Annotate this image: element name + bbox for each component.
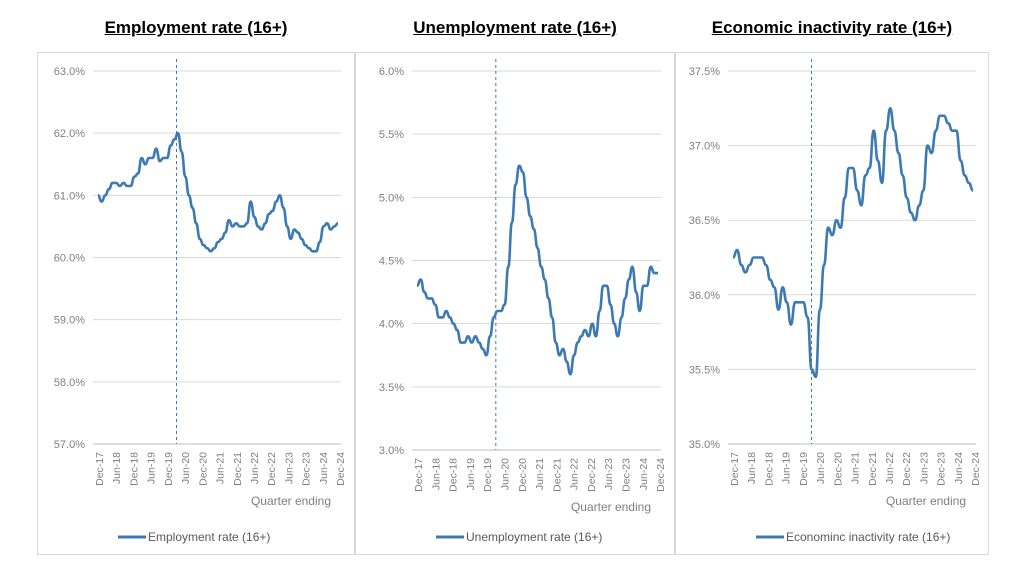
- x-tick-label: Dec-20: [517, 458, 529, 492]
- y-tick-label: 35.0%: [689, 439, 720, 451]
- legend-label: Unemployment rate (16+): [466, 530, 602, 544]
- chart-frame: 57.0% 58.0% 59.0% 60.0% 61.0% 62.0% 63.0% Dec-1…: [37, 52, 355, 555]
- y-tick-label: 6.0%: [379, 66, 404, 78]
- x-tick-label: Jun-23: [283, 452, 295, 484]
- y-tick-label: 58.0%: [54, 377, 85, 389]
- x-tick-label: Jun-23: [918, 452, 930, 484]
- chart-title: Unemployment rate (16+): [413, 18, 617, 37]
- x-tick-label: Jun-23: [603, 458, 615, 490]
- y-tick-label: 3.5%: [379, 382, 404, 394]
- legend-label: Econominc inactivity rate (16+): [786, 530, 950, 544]
- chart-frame: 3.0% 3.5% 4.0% 4.5% 5.0% 5.5% 6.0% Dec-17 Jun-18…: [355, 52, 675, 555]
- y-tick-label: 5.0%: [379, 192, 404, 204]
- x-tick-label: Jun-20: [499, 458, 511, 490]
- x-tick-label: Dec-23: [621, 458, 633, 492]
- x-tick-label: Jun-20: [180, 452, 192, 484]
- chart-title: Employment rate (16+): [104, 18, 288, 37]
- x-tick-label: Dec-18: [128, 452, 140, 486]
- x-tick-label: Dec-24: [970, 452, 982, 486]
- x-tick-label: Dec-17: [413, 458, 425, 492]
- legend-label: Employment rate (16+): [148, 530, 270, 544]
- y-tick-label: 35.5%: [689, 364, 720, 376]
- unemployment-chart: 3.0% 3.5% 4.0% 4.5% 5.0% 5.5% 6.0% Dec-17 Jun-18…: [379, 59, 667, 544]
- x-tick-label: Dec-22: [586, 458, 598, 492]
- y-tick-label: 61.0%: [54, 190, 85, 202]
- x-axis-title: Quarter ending: [571, 500, 651, 514]
- x-tick-label: Jun-24: [953, 452, 965, 484]
- x-tick-label: Jun-22: [884, 452, 896, 484]
- x-tick-label: Jun-19: [465, 458, 477, 490]
- x-tick-label: Jun-22: [249, 452, 261, 484]
- employment-panel: Employment rate (16+) 57.0% 58.0% 59.0% 60.…: [37, 0, 355, 581]
- x-tick-label: Dec-23: [301, 452, 313, 486]
- x-axis-title: Quarter ending: [886, 494, 966, 508]
- y-tick-label: 60.0%: [54, 253, 85, 265]
- y-tick-label: 37.5%: [689, 66, 720, 78]
- x-tick-label: Jun-18: [111, 452, 123, 484]
- y-tick-label: 36.0%: [689, 290, 720, 302]
- x-tick-label: Jun-19: [146, 452, 158, 484]
- x-tick-label: Dec-23: [936, 452, 948, 486]
- x-tick-label: Dec-18: [763, 452, 775, 486]
- x-tick-label: Jun-24: [318, 452, 330, 484]
- x-tick-label: Dec-22: [901, 452, 913, 486]
- chart-title: Economic inactivity rate (16+): [711, 18, 953, 37]
- y-tick-label: 59.0%: [54, 315, 85, 327]
- inactivity-panel: Economic inactivity rate (16+) 35.0% 35.5…: [675, 0, 989, 581]
- x-tick-label: Dec-24: [335, 452, 347, 486]
- series-line: [97, 131, 339, 253]
- x-tick-label: Jun-18: [430, 458, 442, 490]
- x-tick-label: Dec-17: [729, 452, 741, 486]
- x-tick-label: Jun-19: [781, 452, 793, 484]
- y-tick-label: 37.0%: [689, 141, 720, 153]
- x-tick-label: Dec-24: [655, 458, 667, 492]
- x-tick-label: Dec-20: [197, 452, 209, 486]
- x-tick-label: Dec-21: [551, 458, 563, 492]
- x-axis-title: Quarter ending: [251, 494, 331, 508]
- x-tick-label: Jun-21: [850, 452, 862, 484]
- series-line: [416, 164, 658, 376]
- chart-frame: 35.0% 35.5% 36.0% 36.5% 37.0% 37.5% Dec-17 Jun-…: [675, 52, 989, 555]
- y-tick-label: 4.5%: [379, 256, 404, 268]
- y-tick-label: 62.0%: [54, 128, 85, 140]
- x-tick-label: Dec-19: [482, 458, 494, 492]
- x-tick-label: Dec-17: [94, 452, 106, 486]
- y-tick-label: 5.5%: [379, 129, 404, 141]
- y-tick-label: 63.0%: [54, 66, 85, 78]
- inactivity-chart: 35.0% 35.5% 36.0% 36.5% 37.0% 37.5% Dec-17 Jun-…: [689, 59, 982, 544]
- x-tick-label: Dec-21: [232, 452, 244, 486]
- x-tick-label: Jun-21: [215, 452, 227, 484]
- x-tick-label: Dec-19: [163, 452, 175, 486]
- y-tick-label: 4.0%: [379, 319, 404, 331]
- x-tick-label: Jun-21: [534, 458, 546, 490]
- unemployment-panel: Unemployment rate (16+) 3.0% 3.5% 4.0% 4.5%…: [355, 0, 675, 581]
- series-line: [732, 107, 974, 379]
- x-tick-label: Dec-18: [448, 458, 460, 492]
- x-tick-label: Dec-22: [266, 452, 278, 486]
- x-tick-label: Dec-21: [867, 452, 879, 486]
- x-tick-label: Jun-18: [746, 452, 758, 484]
- x-tick-label: Jun-20: [815, 452, 827, 484]
- x-tick-label: Dec-20: [832, 452, 844, 486]
- y-tick-label: 57.0%: [54, 439, 85, 451]
- y-tick-label: 3.0%: [379, 445, 404, 457]
- x-tick-label: Jun-22: [569, 458, 581, 490]
- x-tick-label: Dec-19: [798, 452, 810, 486]
- y-tick-label: 36.5%: [689, 215, 720, 227]
- employment-chart: 57.0% 58.0% 59.0% 60.0% 61.0% 62.0% 63.0% Dec-1…: [54, 59, 347, 544]
- x-tick-label: Jun-24: [638, 458, 650, 490]
